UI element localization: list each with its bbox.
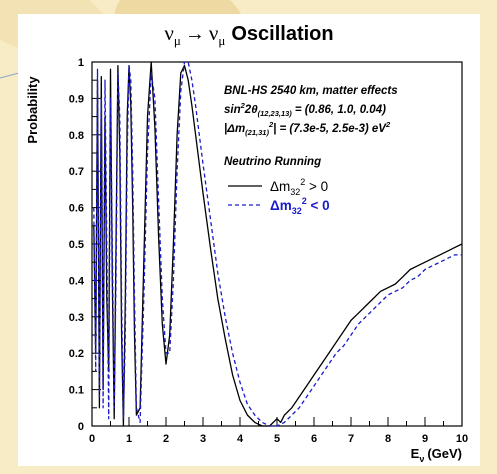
legend: Δm322 > 0 Δm322 < 0 — [228, 177, 330, 216]
legend-positive-main: Δm — [270, 179, 290, 194]
y-tick-label: 0.3 — [69, 312, 84, 324]
chart-title: νμ → νμ Oscillation — [164, 21, 333, 48]
x-tick-label: 9 — [422, 433, 428, 445]
title-arrow: → — [185, 23, 205, 45]
annotation-dm-prefix: |Δm — [224, 123, 245, 135]
y-tick-label: 0.2 — [69, 348, 84, 360]
y-axis-label: Probability — [25, 76, 40, 144]
y-tick-label: 0.4 — [69, 275, 85, 287]
x-tick-label: 1 — [126, 433, 132, 445]
y-tick-label: 0.8 — [69, 130, 84, 142]
y-tick-label: 1 — [78, 57, 84, 69]
title-mu-1: μ — [174, 33, 181, 48]
y-tick-label: 0.6 — [69, 203, 84, 215]
annotation-mixing-angles: sin22θ(12,23,13) = (0.86, 1.0, 0.04) — [224, 101, 386, 118]
oscillation-chart: νμ → νμ Oscillation Probability 00.10.20.30… — [25, 21, 468, 464]
x-axis-label-sub: ν — [419, 454, 424, 464]
chart-panel: νμ → νμ Oscillation Probability 0 0.1 0.2 0.3 0… — [18, 14, 480, 466]
x-tick-label: 3 — [200, 433, 206, 445]
annotation-dm-value: | = (7.3e-5, 2.5e-3) eV — [273, 123, 387, 135]
y-tick-label: 0.1 — [69, 385, 84, 397]
y-tick-label: 0.9 — [69, 93, 84, 105]
series-line-negative — [93, 61, 462, 427]
legend-negative-rel: < 0 — [307, 198, 330, 213]
title-text: Oscillation — [231, 23, 333, 45]
x-tick-label: 4 — [237, 433, 244, 445]
annotation-block: BNL-HS 2540 km, matter effects sin22θ(12… — [224, 85, 398, 168]
x-tick-label: 2 — [163, 433, 169, 445]
x-axis-label-units: (GeV) — [427, 446, 462, 461]
legend-positive-exp: 2 — [300, 177, 305, 187]
x-tick-label: 6 — [311, 433, 317, 445]
legend-negative-main: Δm — [270, 198, 292, 213]
y-tick-label: 0.5 — [69, 239, 84, 251]
y-tick-label: 0.7 — [69, 166, 84, 178]
x-tick-label: 5 — [274, 433, 280, 445]
annotation-sin-prefix: sin — [224, 104, 241, 116]
series-line-positive — [93, 61, 463, 427]
annotation-dm-sub: (21,31) — [245, 128, 269, 137]
legend-positive-sub: 32 — [290, 187, 300, 197]
x-tick-label: 10 — [456, 433, 468, 445]
x-axis: 0 1 2 3 4 5 6 7 8 9 10 — [89, 417, 468, 445]
legend-label-positive: Δm322 > 0 — [270, 177, 328, 197]
annotation-sin-value: = (0.86, 1.0, 0.04) — [295, 104, 386, 116]
x-tick-label: 7 — [348, 433, 354, 445]
legend-title: Neutrino Running — [224, 156, 321, 168]
annotation-sin-theta: 2θ — [244, 104, 258, 116]
annotation-sin-exp: 2 — [240, 101, 246, 110]
title-nu-2: ν — [209, 21, 219, 45]
legend-label-negative: Δm322 < 0 — [270, 196, 330, 216]
legend-negative-exp: 2 — [302, 196, 307, 206]
annotation-dm-unit-exp: 2 — [385, 120, 391, 129]
annotation-experiment: BNL-HS 2540 km, matter effects — [224, 85, 398, 97]
x-axis-label: Eν (GeV) — [411, 446, 462, 464]
title-mu-2: μ — [218, 33, 225, 48]
title-nu-1: ν — [164, 21, 174, 45]
legend-positive-rel: > 0 — [305, 179, 328, 194]
annotation-sin-sub: (12,23,13) — [258, 109, 293, 118]
x-tick-label: 0 — [89, 433, 95, 445]
x-axis-label-main: E — [411, 446, 420, 461]
y-tick-label: 0 — [78, 421, 84, 433]
series-lines — [93, 61, 463, 427]
annotation-mass-splittings: |Δm(21,31)2| = (7.3e-5, 2.5e-3) eV2 — [224, 120, 391, 137]
annotation-dm-exp: 2 — [268, 120, 274, 129]
x-tick-label: 8 — [385, 433, 391, 445]
legend-negative-sub: 32 — [292, 206, 302, 216]
